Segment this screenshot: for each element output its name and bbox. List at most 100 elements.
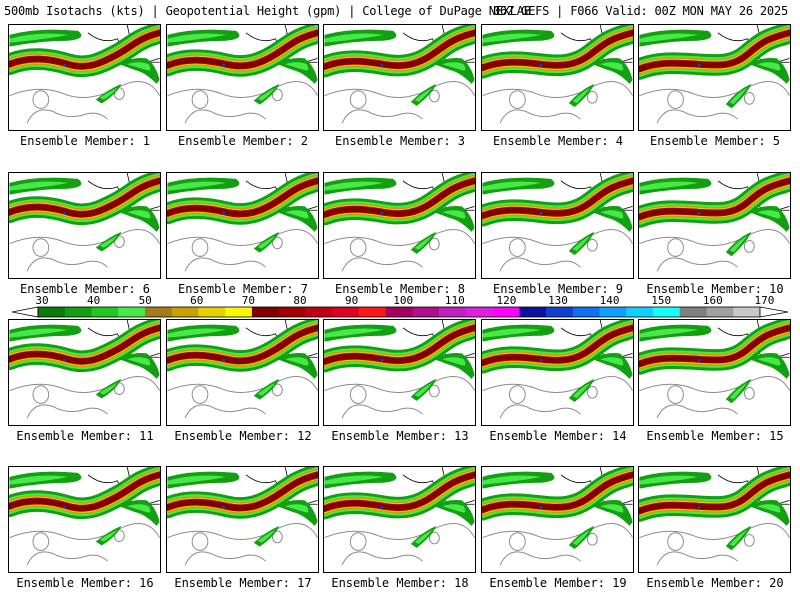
ensemble-map-panel bbox=[323, 319, 476, 426]
ensemble-map bbox=[639, 467, 790, 566]
ensemble-map bbox=[167, 320, 318, 419]
colorbar-tick-label: 120 bbox=[496, 294, 517, 307]
ensemble-map-panel bbox=[323, 466, 476, 573]
colorbar-segment bbox=[64, 307, 92, 317]
colorbar-tick-label: 90 bbox=[344, 294, 359, 307]
ensemble-member-label: Ensemble Member: 18 bbox=[331, 576, 469, 590]
ensemble-member-label: Ensemble Member: 19 bbox=[489, 576, 627, 590]
colorbar-tick-label: 170 bbox=[754, 294, 775, 307]
map-title: 500mb Isotachs (kts) | Geopotential Heig… bbox=[4, 4, 531, 18]
colorbar-segment bbox=[118, 307, 146, 317]
ensemble-map-panel bbox=[166, 172, 319, 279]
ensemble-map bbox=[167, 25, 318, 124]
ensemble-map-panel bbox=[8, 172, 161, 279]
colorbar-segment bbox=[679, 307, 707, 317]
ensemble-member-label: Ensemble Member: 13 bbox=[331, 429, 469, 443]
isotach-colorbar: 30 40 50 60 70 80 90 100 110 120 130 140 150 160 170 bbox=[12, 294, 788, 318]
colorbar-segment bbox=[171, 307, 199, 317]
colorbar-left-arrow bbox=[12, 306, 39, 318]
map-title-bar: 500mb Isotachs (kts) | Geopotential Heig… bbox=[4, 4, 796, 20]
ensemble-map-panel bbox=[323, 24, 476, 131]
colorbar-tick-label: 160 bbox=[702, 294, 723, 307]
colorbar-segment bbox=[305, 307, 333, 317]
colorbar-tick-label: 110 bbox=[444, 294, 465, 307]
ensemble-member-label: Ensemble Member: 17 bbox=[174, 576, 312, 590]
ensemble-map bbox=[9, 320, 160, 419]
colorbar-segment bbox=[385, 307, 413, 317]
colorbar-tick-label: 130 bbox=[548, 294, 568, 307]
colorbar-tick-label: 40 bbox=[86, 294, 101, 307]
colorbar-tick-label: 60 bbox=[190, 294, 204, 307]
colorbar-segment bbox=[225, 307, 253, 317]
ensemble-member-label: Ensemble Member: 15 bbox=[646, 429, 784, 443]
ensemble-member-label: Ensemble Member: 20 bbox=[646, 576, 784, 590]
colorbar-segment bbox=[572, 307, 600, 317]
ensemble-map bbox=[324, 173, 475, 272]
ensemble-map bbox=[639, 320, 790, 419]
ensemble-map-panel bbox=[638, 172, 791, 279]
ensemble-member-label: Ensemble Member: 16 bbox=[16, 576, 154, 590]
colorbar-segment bbox=[412, 307, 440, 317]
colorbar-labels: 30 40 50 60 70 80 90 100 110 120 130 140 150 160 170 bbox=[12, 294, 788, 307]
ensemble-member-label: Ensemble Member: 3 bbox=[334, 134, 466, 148]
colorbar-tick-label: 80 bbox=[293, 294, 307, 307]
ensemble-map-panel bbox=[638, 24, 791, 131]
ensemble-map-panel bbox=[166, 466, 319, 573]
ensemble-map-panel bbox=[8, 319, 161, 426]
colorbar-segment bbox=[546, 307, 574, 317]
colorbar-segment bbox=[251, 307, 279, 317]
colorbar-segment bbox=[492, 307, 520, 317]
ensemble-map bbox=[482, 320, 633, 419]
ensemble-member-label: Ensemble Member: 7 bbox=[177, 282, 309, 296]
colorbar-segment bbox=[599, 307, 627, 317]
colorbar-segment bbox=[91, 307, 119, 317]
ensemble-map-panel bbox=[481, 466, 634, 573]
colorbar-tick-label: 70 bbox=[241, 294, 256, 307]
ensemble-map-panel bbox=[481, 172, 634, 279]
ensemble-map bbox=[639, 25, 790, 124]
colorbar-tick-label: 30 bbox=[35, 294, 49, 307]
ensemble-map-panel bbox=[481, 24, 634, 131]
ensemble-member-label: Ensemble Member: 9 bbox=[492, 282, 624, 296]
colorbar-scale bbox=[12, 306, 788, 318]
ensemble-map bbox=[324, 25, 475, 124]
colorbar-segment bbox=[38, 307, 66, 317]
ensemble-map bbox=[9, 467, 160, 566]
ensemble-map bbox=[9, 173, 160, 272]
ensemble-map bbox=[324, 467, 475, 566]
colorbar-segment bbox=[439, 307, 467, 317]
ensemble-map bbox=[639, 173, 790, 272]
ensemble-map bbox=[482, 25, 633, 124]
ensemble-map-panel bbox=[8, 466, 161, 573]
ensemble-member-label: Ensemble Member: 1 bbox=[19, 134, 151, 148]
ensemble-map bbox=[324, 320, 475, 419]
ensemble-member-label: Ensemble Member: 14 bbox=[489, 429, 627, 443]
colorbar-segment bbox=[626, 307, 654, 317]
ensemble-member-label: Ensemble Member: 10 bbox=[646, 282, 784, 296]
ensemble-member-label: Ensemble Member: 8 bbox=[334, 282, 466, 296]
ensemble-map-panel bbox=[638, 319, 791, 426]
colorbar-tick-label: 100 bbox=[393, 294, 414, 307]
ensemble-member-label: Ensemble Member: 12 bbox=[174, 429, 312, 443]
colorbar-segment bbox=[198, 307, 226, 317]
ensemble-member-label: Ensemble Member: 4 bbox=[492, 134, 624, 148]
colorbar-segment bbox=[465, 307, 493, 317]
ensemble-map-panel bbox=[481, 319, 634, 426]
colorbar-segment bbox=[144, 307, 173, 317]
colorbar-right-arrow bbox=[759, 306, 788, 318]
colorbar-segment bbox=[519, 307, 547, 317]
ensemble-map bbox=[482, 467, 633, 566]
ensemble-map bbox=[9, 25, 160, 124]
ensemble-map-panel bbox=[166, 24, 319, 131]
ensemble-member-label: Ensemble Member: 2 bbox=[177, 134, 309, 148]
ensemble-member-label: Ensemble Member: 5 bbox=[649, 134, 781, 148]
ensemble-map-panel bbox=[166, 319, 319, 426]
colorbar-tick-label: 150 bbox=[651, 294, 672, 307]
ensemble-map bbox=[167, 173, 318, 272]
ensemble-map-panel bbox=[323, 172, 476, 279]
colorbar-segment bbox=[733, 307, 761, 317]
ensemble-map-panel bbox=[638, 466, 791, 573]
ensemble-member-label: Ensemble Member: 11 bbox=[16, 429, 154, 443]
ensemble-map-panel bbox=[8, 24, 161, 131]
colorbar-tick-label: 50 bbox=[138, 294, 152, 307]
